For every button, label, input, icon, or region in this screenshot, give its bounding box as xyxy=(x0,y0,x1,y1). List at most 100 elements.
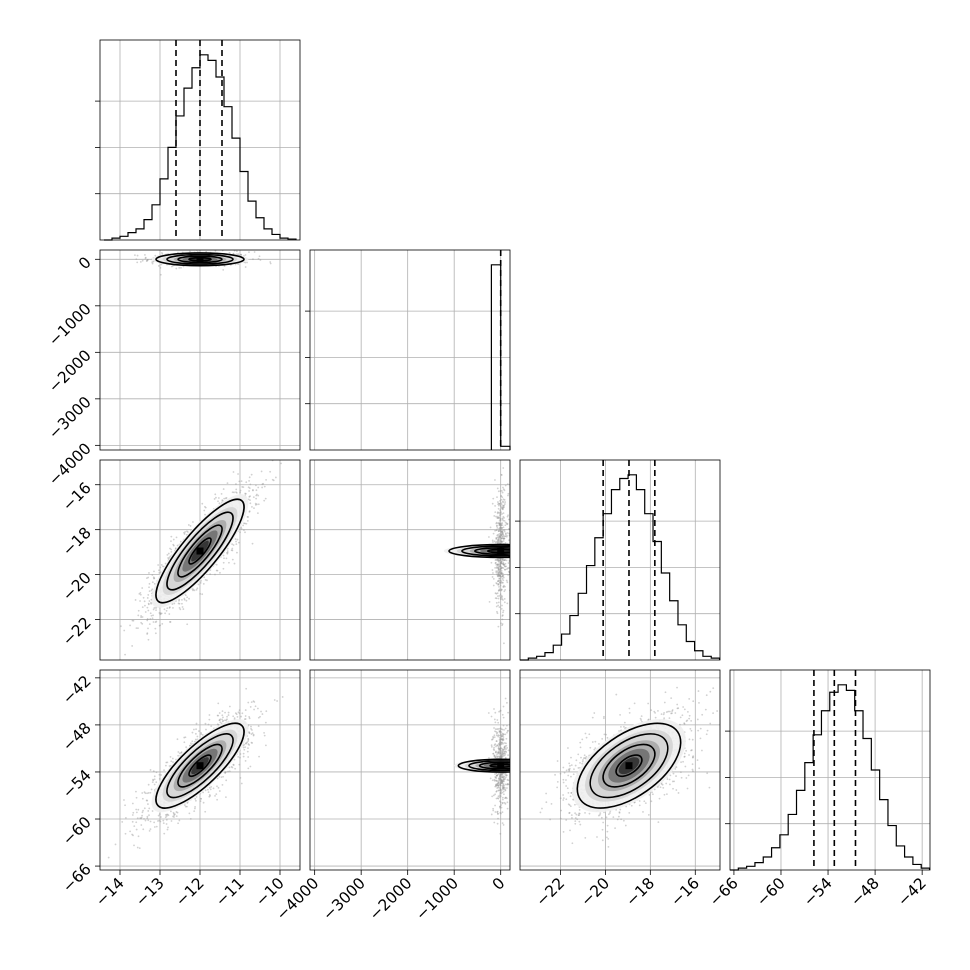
scatter-point xyxy=(153,577,156,580)
scatter-point xyxy=(500,567,503,570)
scatter-point xyxy=(165,813,168,816)
scatter-point xyxy=(235,540,237,543)
scatter-point xyxy=(164,764,167,767)
scatter-point xyxy=(131,814,134,816)
scatter-point xyxy=(149,828,152,831)
scatter-point xyxy=(495,522,498,525)
scatter-point xyxy=(501,535,503,537)
scatter-point xyxy=(501,802,504,805)
scatter-point xyxy=(501,798,504,801)
scatter-point xyxy=(155,781,158,784)
scatter-point xyxy=(495,566,498,569)
scatter-point xyxy=(158,773,161,776)
scatter-point xyxy=(170,548,173,551)
scatter-point xyxy=(140,621,143,624)
scatter-point xyxy=(208,718,211,721)
scatter-point xyxy=(139,593,142,596)
scatter-point xyxy=(495,750,497,753)
density-peak xyxy=(196,762,204,770)
scatter-point xyxy=(251,505,253,508)
scatter-point xyxy=(159,612,162,614)
scatter-point xyxy=(501,753,504,755)
scatter-point xyxy=(493,749,496,752)
scatter-point xyxy=(152,770,155,773)
scatter-point xyxy=(496,573,498,576)
scatter-point xyxy=(503,519,506,522)
scatter-point xyxy=(214,250,217,252)
histogram-step-2 xyxy=(520,474,721,661)
scatter-point xyxy=(230,549,233,552)
scatter-point xyxy=(496,542,499,545)
scatter-point xyxy=(498,540,501,543)
scatter-point xyxy=(247,767,250,770)
scatter-point xyxy=(247,756,250,758)
scatter-point xyxy=(500,537,503,540)
scatter-point xyxy=(232,715,235,718)
scatter-point xyxy=(144,257,147,260)
scatter-point xyxy=(498,775,501,778)
scatter-point xyxy=(497,541,500,544)
scatter-point xyxy=(505,565,508,568)
pair-panel-3-0: −66−60−54−48−42−14 −13 −12 −11 −10 xyxy=(59,669,301,910)
scatter-point xyxy=(171,264,174,267)
scatter-point xyxy=(501,577,504,580)
scatter-point xyxy=(507,783,510,786)
scatter-point xyxy=(249,502,252,505)
histogram-panel-0 xyxy=(95,39,301,241)
scatter-point xyxy=(263,485,266,488)
scatter-point xyxy=(498,538,500,541)
scatter-point xyxy=(504,585,506,588)
scatter-point xyxy=(180,751,183,754)
scatter-point xyxy=(186,596,189,599)
scatter-point xyxy=(135,808,138,811)
scatter-point xyxy=(146,259,148,262)
scatter-point xyxy=(503,745,506,748)
scatter-point xyxy=(250,725,252,728)
scatter-point xyxy=(498,521,500,524)
scatter-point xyxy=(134,599,137,601)
scatter-point xyxy=(504,588,507,591)
y-tick-label: −20 xyxy=(59,569,95,605)
scatter-point xyxy=(500,560,503,563)
histogram-panel-3: −66 −60 −54 −48 −42 xyxy=(706,669,931,910)
scatter-point xyxy=(501,604,503,607)
scatter-point xyxy=(193,728,195,731)
scatter-point xyxy=(224,711,226,714)
scatter-point xyxy=(500,756,503,759)
scatter-point xyxy=(173,602,176,605)
scatter-point xyxy=(172,538,175,541)
scatter-point xyxy=(506,567,509,570)
scatter-point xyxy=(499,773,502,776)
scatter-point xyxy=(193,810,196,812)
panel-content xyxy=(107,687,284,859)
scatter-point xyxy=(495,537,498,540)
scatter-point xyxy=(276,700,279,702)
scatter-point xyxy=(167,557,169,559)
scatter-point xyxy=(202,801,205,804)
scatter-point xyxy=(501,507,503,510)
scatter-point xyxy=(502,529,505,532)
scatter-point xyxy=(240,480,243,483)
scatter-point xyxy=(498,577,501,580)
scatter-point xyxy=(241,455,243,457)
scatter-point xyxy=(242,524,245,527)
scatter-point xyxy=(497,742,500,745)
scatter-point xyxy=(501,532,504,535)
scatter-point xyxy=(150,614,153,617)
scatter-point xyxy=(224,497,227,500)
scatter-point xyxy=(146,259,149,261)
scatter-point xyxy=(498,535,501,538)
scatter-point xyxy=(497,751,499,754)
scatter-point xyxy=(505,534,508,537)
scatter-point xyxy=(498,536,500,538)
scatter-point xyxy=(502,562,504,565)
scatter-point xyxy=(499,598,502,601)
scatter-point xyxy=(497,569,500,572)
scatter-point xyxy=(225,497,228,499)
scatter-point xyxy=(135,811,138,814)
scatter-point xyxy=(497,503,499,506)
scatter-point xyxy=(248,510,251,513)
scatter-point xyxy=(500,588,503,591)
scatter-point xyxy=(501,559,504,561)
scatter-point xyxy=(499,567,502,570)
